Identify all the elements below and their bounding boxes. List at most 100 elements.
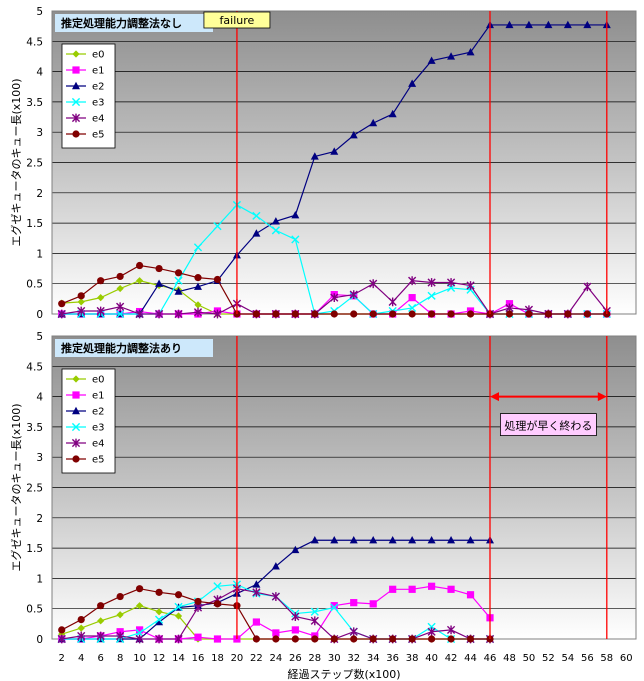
data-point	[97, 617, 105, 625]
data-point	[544, 20, 553, 29]
y-tick-label: 2	[36, 513, 43, 525]
x-tick-label: 36	[386, 653, 399, 664]
chart-panel-1: 0 0.5 1 1.5 2 2.5 3 3.5 4 4.5 5 エグゼキュータのキュー長(x100) 推…	[9, 6, 637, 321]
legend-entry: e3	[92, 423, 105, 434]
data-point	[427, 291, 436, 300]
legend-marker	[71, 97, 81, 107]
data-point	[291, 310, 299, 318]
x-tick-label: 52	[542, 653, 555, 664]
data-point	[252, 310, 260, 318]
y-tick-label: 4.5	[26, 36, 43, 48]
x-tick-label: 32	[347, 653, 360, 664]
data-point	[447, 635, 455, 643]
data-point	[97, 294, 105, 302]
data-point	[330, 603, 339, 612]
data-point	[136, 585, 144, 593]
data-point	[174, 269, 183, 277]
data-point	[349, 627, 358, 637]
x-tick-label: 58	[600, 653, 613, 664]
data-point	[427, 56, 436, 64]
data-point	[194, 633, 202, 641]
data-point	[252, 229, 261, 237]
data-point	[116, 309, 125, 319]
x-tick-label: 22	[250, 653, 263, 664]
data-point	[291, 211, 300, 219]
data-point	[291, 635, 299, 643]
data-point	[310, 152, 319, 160]
data-point	[389, 310, 397, 318]
data-point	[97, 602, 105, 610]
data-point	[505, 20, 514, 29]
legend-entry: e2	[92, 407, 105, 418]
data-point	[311, 635, 319, 643]
data-point	[213, 600, 222, 608]
data-point	[466, 591, 475, 599]
legend-box	[61, 43, 116, 149]
data-point	[213, 635, 222, 643]
chart-panel-2: 0 0.5 1 1.5 2 2.5 3 3.5 4 4.5 5 エグゼキュータのキュー長(x100) 推…	[9, 331, 637, 681]
data-point	[174, 591, 183, 599]
data-point	[77, 616, 85, 624]
x-tick-label: 54	[561, 653, 574, 664]
data-point	[194, 282, 202, 290]
data-point	[330, 310, 338, 318]
data-point	[77, 292, 85, 300]
data-point	[389, 585, 397, 593]
data-point	[154, 615, 164, 624]
x-tick-label: 46	[484, 653, 497, 664]
data-point	[57, 309, 66, 319]
data-point	[524, 20, 533, 29]
legend-entry: e0	[92, 375, 105, 386]
data-point	[583, 20, 592, 29]
data-point	[77, 624, 85, 632]
data-point	[291, 545, 300, 554]
data-point	[174, 634, 183, 644]
data-point	[389, 635, 397, 643]
data-point	[291, 626, 299, 634]
x-tick-label: 38	[406, 653, 419, 664]
data-point	[155, 588, 163, 596]
data-point	[564, 310, 572, 318]
data-point	[97, 277, 105, 285]
x-tick-label: 42	[445, 653, 458, 664]
data-point	[447, 310, 455, 318]
data-point	[252, 211, 261, 220]
data-point	[77, 306, 86, 316]
data-point	[466, 48, 475, 56]
data-point	[369, 536, 378, 544]
data-point	[116, 302, 125, 312]
y-tick-label: 3	[36, 127, 43, 139]
legend-marker	[71, 422, 81, 432]
data-point	[505, 310, 514, 318]
data-point	[583, 310, 591, 318]
data-point	[77, 298, 85, 306]
data-point	[194, 597, 202, 606]
legend-entry: e1	[92, 66, 105, 77]
data-point	[428, 310, 436, 318]
legend-marker	[72, 81, 80, 90]
chart-title: 推定処理能力調整法あり	[61, 341, 182, 355]
legend-marker	[72, 375, 80, 383]
data-point	[174, 309, 183, 319]
x-tick-label: 10	[133, 653, 146, 664]
legend-marker	[71, 438, 81, 448]
series-e5	[58, 261, 611, 318]
data-point	[174, 276, 183, 285]
data-point	[135, 634, 144, 644]
data-point	[155, 617, 164, 626]
data-point	[272, 310, 280, 318]
data-point	[369, 310, 377, 318]
data-point	[563, 20, 572, 29]
data-point	[466, 536, 475, 544]
data-point	[252, 587, 261, 597]
data-point	[388, 536, 397, 544]
x-tick-label: 28	[308, 653, 321, 664]
data-point	[408, 303, 417, 313]
legend-marker	[72, 130, 80, 138]
legend-marker	[72, 50, 80, 58]
x-tick-label: 34	[367, 653, 380, 664]
y-axis-label: エグゼキュータのキュー長(x100)	[9, 403, 23, 571]
data-point	[310, 616, 319, 626]
legend-entry: e4	[92, 114, 105, 125]
